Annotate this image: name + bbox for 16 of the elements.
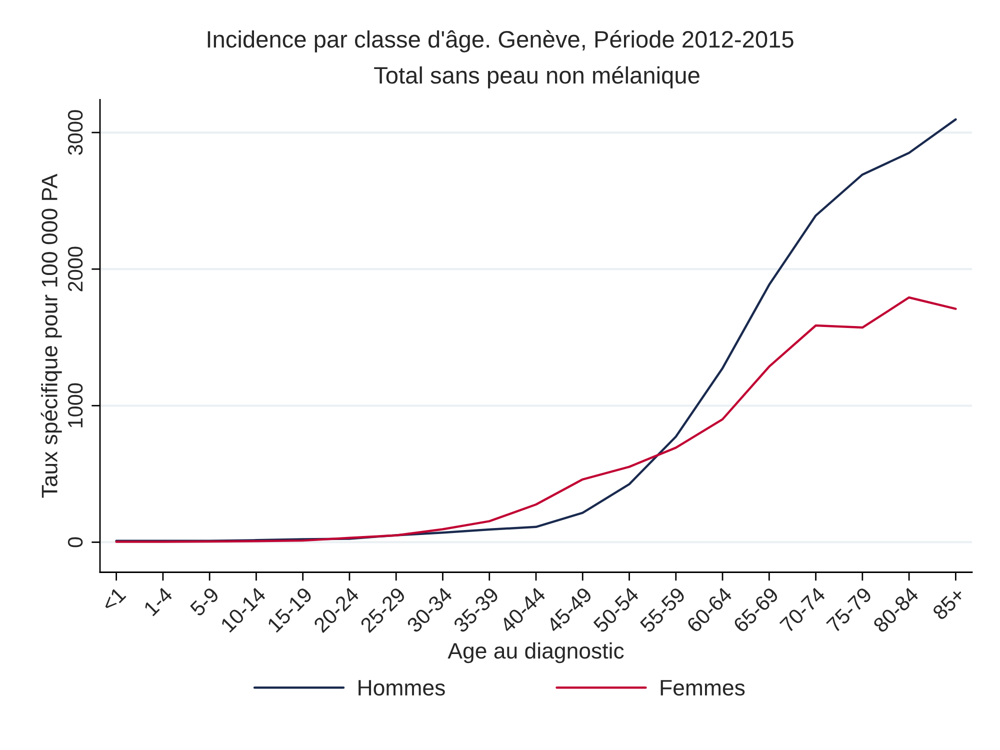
x-tick-label: <1 [100, 586, 126, 612]
chart-title: Incidence par classe d'âge. Genève, Période 2012-2015 [208, 30, 794, 52]
y-tick-label: 2000 [68, 246, 83, 292]
legend-label: Hommes [358, 680, 445, 696]
line-series [115, 118, 957, 542]
line-series [115, 296, 957, 543]
x-tick-label: 5-9 [189, 586, 220, 617]
y-axis-title: Taux spécifique pour 100 000 PA [40, 174, 62, 498]
chart-subtitle: Total sans peau non mélanique [374, 66, 700, 88]
y-tick-label: 1000 [68, 383, 83, 428]
x-tick-label: 85+ [932, 586, 966, 621]
y-tick-label: 0 [68, 537, 83, 548]
legend-label: Femmes [660, 680, 745, 696]
x-tick-label: 1-4 [143, 586, 174, 616]
y-tick-label: 3000 [68, 110, 83, 155]
x-axis-title: Age au diagnostic [448, 642, 624, 664]
